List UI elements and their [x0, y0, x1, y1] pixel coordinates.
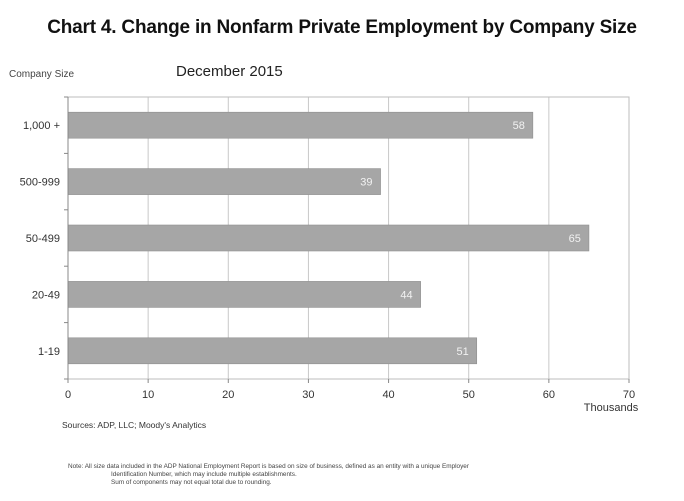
footnote-line: Identification Number, which may include… [111, 471, 297, 479]
bar-data-label: 58 [513, 120, 525, 132]
x-tick-label: 30 [302, 389, 314, 401]
category-label: 20-49 [32, 289, 60, 301]
y-axis-label: Company Size [9, 69, 75, 80]
bar-data-label: 51 [456, 346, 468, 358]
bar-data-label: 44 [400, 289, 412, 301]
x-tick-label: 0 [65, 389, 71, 401]
category-label: 1,000 + [23, 120, 60, 132]
bar-data-label: 39 [360, 177, 372, 189]
axes: 0 10 20 30 40 50 60 70 1,000 + 500-999 50-499 20-49… [20, 96, 635, 401]
chart-title: Chart 4. Change in Nonfarm Private Emplo… [47, 17, 637, 38]
x-tick-label: 50 [463, 389, 475, 401]
bar [67, 168, 381, 195]
bar [67, 337, 478, 365]
category-label: 500-999 [20, 177, 60, 189]
bar [67, 281, 421, 308]
bar [67, 111, 534, 139]
chart-subtitle: December 2015 [176, 63, 283, 80]
bars: 58 39 65 44 51 [67, 111, 590, 365]
footnote-line: Sum of components may not equal total du… [111, 479, 272, 487]
x-tick-label: 40 [382, 389, 394, 401]
category-label: 1-19 [38, 346, 60, 358]
x-tick-label: 70 [623, 389, 635, 401]
x-axis-label: Thousands [583, 402, 639, 414]
bar-chart: 58 39 65 44 51 0 10 20 30 40 50 60 70 1,000 + 500-999… [20, 96, 635, 401]
footnote-line: Note: All size data included in the ADP … [68, 463, 469, 470]
bar [67, 224, 590, 252]
x-tick-label: 20 [222, 389, 234, 401]
x-tick-label: 60 [543, 389, 555, 401]
source-note: Sources: ADP, LLC; Moody's Analytics [62, 420, 207, 430]
category-label: 50-499 [26, 233, 60, 245]
bar-data-label: 65 [569, 233, 581, 245]
footnote: Note: All size data included in the ADP … [68, 463, 658, 488]
x-tick-label: 10 [142, 389, 154, 401]
